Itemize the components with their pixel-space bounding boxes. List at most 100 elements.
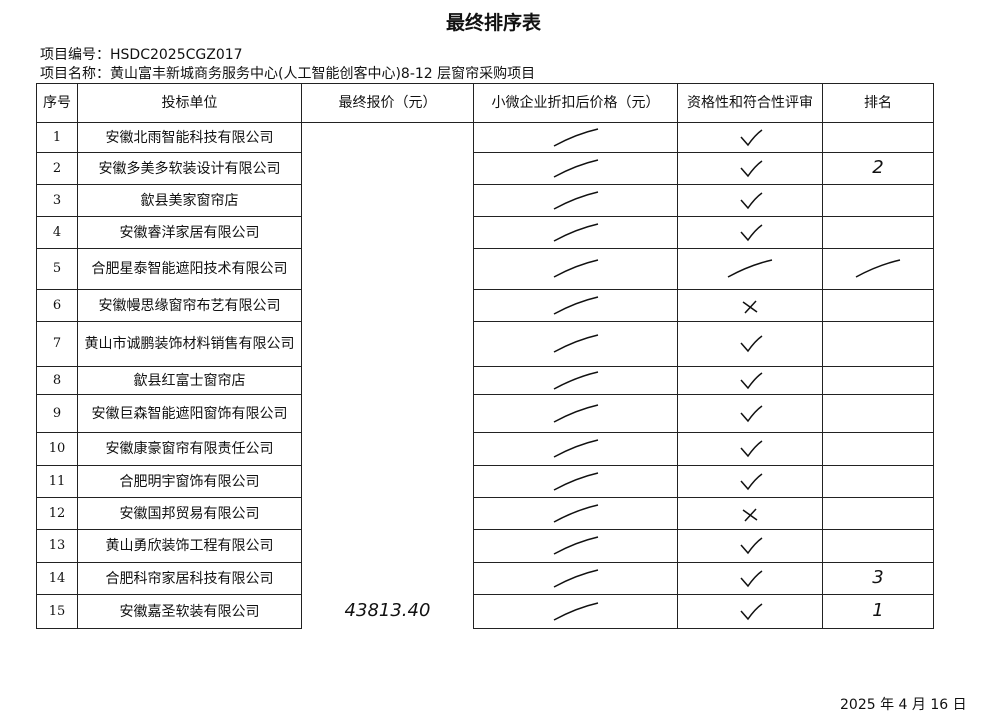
bidder-name-text: 安徽睿洋家居有限公司 [119,224,260,241]
check-mark-icon [740,472,763,490]
check-mark-icon [740,569,763,587]
row-number: 7 [36,321,78,367]
rank: 3 [822,562,934,595]
table-header: 序号 投标单位 最终报价（元） 小微企业折扣后价格（元） 资格性和符合性评审 排… [36,83,934,123]
cross-mark-icon [742,299,758,314]
table-row: 13 黄山勇欣装饰工程有限公司 [36,529,934,563]
rank [822,529,934,563]
final-price [301,321,474,367]
bidder-name-text: 黄山勇欣装饰工程有限公司 [105,538,274,554]
bidder-name-text: 安徽北雨智能科技有限公司 [105,129,274,146]
review-result [677,432,823,466]
row-number: 12 [36,497,78,530]
final-price [301,366,474,395]
table-row: 5 合肥星泰智能遮阳技术有限公司 [36,248,934,290]
document-title: 最终排序表 [445,12,541,34]
row-number-text: 10 [48,441,66,456]
row-number-text: 3 [52,192,62,208]
slash-mark-icon [553,568,598,588]
discount-price [473,594,678,629]
bidder-name-text: 安徽国邦贸易有限公司 [119,505,260,522]
slash-mark-icon [855,259,901,278]
bidder-name: 安徽幔思缘窗帘布艺有限公司 [77,289,302,322]
bidder-name-text: 合肥星泰智能遮阳技术有限公司 [91,261,288,277]
rank-text: 2 [872,157,884,178]
rank [822,394,934,433]
table-row: 1 安徽北雨智能科技有限公司 [36,122,934,153]
row-number: 10 [36,432,78,466]
row-number: 11 [36,465,78,498]
bidder-name: 安徽北雨智能科技有限公司 [77,122,302,153]
row-number: 9 [36,394,78,433]
slash-mark-icon [553,295,598,315]
slash-mark-icon [553,503,598,523]
rank [822,465,934,498]
col-no: 序号 [36,83,78,123]
project-number: 项目编号：HSDC2025CGZ017 [40,47,243,63]
rank [822,248,934,290]
slash-mark-icon [553,190,598,210]
table-row: 8 歙县红富士窗帘店 [36,366,934,395]
discount-price [473,122,678,153]
final-price-text: 43813.40 [344,600,431,621]
slash-mark-icon [553,334,598,353]
slash-mark-icon [553,403,598,423]
table-row: 12 安徽国邦贸易有限公司 [36,497,934,530]
row-number: 1 [36,122,78,153]
row-number: 13 [36,529,78,563]
row-number-text: 1 [52,129,62,145]
bidder-name-text: 安徽康豪窗帘有限责任公司 [105,441,274,457]
slash-mark-icon [553,158,598,178]
row-number-text: 12 [48,505,66,521]
bidder-name-text: 安徽幔思缘窗帘布艺有限公司 [98,297,281,314]
table-row: 3 歙县美家窗帘店 [36,184,934,217]
rank [822,184,934,217]
col-rank: 排名 [822,83,934,123]
table-row: 9 安徽巨森智能遮阳窗饰有限公司 [36,394,934,433]
row-number: 5 [36,248,78,290]
final-price [301,529,474,563]
final-price [301,122,474,153]
bidder-name-text: 歙县美家窗帘店 [140,192,239,209]
check-mark-icon [740,191,763,209]
review-result [677,122,823,153]
bidder-name: 合肥星泰智能遮阳技术有限公司 [77,248,302,290]
bidder-name-text: 黄山市诚鹏装饰材料销售有限公司 [84,336,295,352]
final-price [301,216,474,249]
review-result [677,529,823,563]
bidder-name: 合肥明宇窗饰有限公司 [77,465,302,498]
bidder-name: 合肥科帘家居科技有限公司 [77,562,302,595]
final-price [301,394,474,433]
bidder-name: 安徽巨森智能遮阳窗饰有限公司 [77,394,302,433]
bidder-name-text: 歙县红富士窗帘店 [133,372,246,389]
rank [822,122,934,153]
col-bidder: 投标单位 [77,83,302,123]
rank [822,289,934,322]
discount-price [473,394,678,433]
final-price [301,562,474,595]
discount-price [473,432,678,466]
final-price [301,289,474,322]
row-number: 3 [36,184,78,217]
bidder-name: 安徽睿洋家居有限公司 [77,216,302,249]
rank: 2 [822,152,934,185]
col-discount: 小微企业折扣后价格（元） [473,83,678,123]
row-number-text: 8 [52,372,62,388]
discount-price [473,529,678,563]
review-result [677,184,823,217]
rank [822,432,934,466]
review-result [677,594,823,629]
bidder-name: 安徽康豪窗帘有限责任公司 [77,432,302,466]
row-number-text: 9 [52,405,62,421]
row-number: 2 [36,152,78,185]
final-price [301,184,474,217]
rank-text: 1 [872,600,884,621]
row-number: 6 [36,289,78,322]
table-row: 14 合肥科帘家居科技有限公司 3 [36,562,934,595]
slash-mark-icon [553,127,598,147]
bidder-name: 歙县美家窗帘店 [77,184,302,217]
review-result [677,289,823,322]
final-price: 43813.40 [301,594,474,629]
discount-price [473,497,678,530]
review-result [677,497,823,530]
